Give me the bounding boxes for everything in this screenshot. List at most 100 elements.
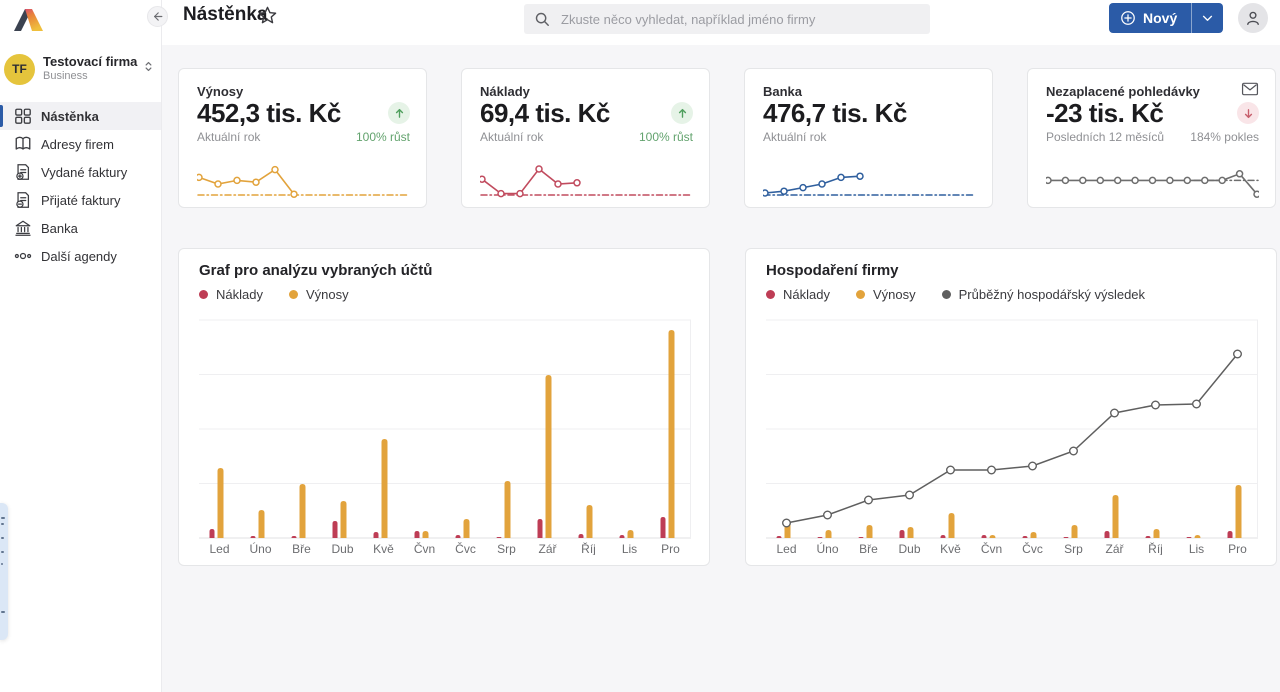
legend-dot <box>942 290 951 299</box>
invoice-in-icon <box>13 191 32 210</box>
kpi-title: Náklady <box>480 84 530 99</box>
kpi-period: Aktuální rok <box>197 130 260 144</box>
x-axis-label: Bře <box>859 542 878 555</box>
sidebar: TF Testovací firma Business NástěnkaAdre… <box>0 0 162 692</box>
kpi-title: Výnosy <box>197 84 243 99</box>
legend-item-naklady[interactable]: Náklady <box>199 287 263 302</box>
kpi-period: Aktuální rok <box>763 130 826 144</box>
kpi-card-naklady[interactable]: Náklady69,4 tis. KčAktuální rok100% růst <box>461 68 710 208</box>
new-button-dropdown[interactable] <box>1191 3 1223 33</box>
legend-item-vynosy[interactable]: Výnosy <box>289 287 349 302</box>
chart-plot: Led Úno Bře Dub Kvě Čvn Čvc Srp Zář Říj Lis Pro <box>766 315 1258 560</box>
kpi-card-banka[interactable]: Banka476,7 tis. KčAktuální rok <box>744 68 993 208</box>
legend-dot <box>856 290 865 299</box>
company-plan: Business <box>43 70 137 83</box>
x-axis-label: Dub <box>331 542 353 555</box>
user-avatar-icon[interactable] <box>1238 3 1268 33</box>
topbar: Nástěnka Nový <box>162 0 1280 45</box>
x-axis-label: Bře <box>292 542 311 555</box>
kpi-value: 69,4 tis. Kč <box>480 98 610 129</box>
x-axis-label: Dub <box>898 542 920 555</box>
bank-icon <box>13 219 32 238</box>
sidebar-item-adresy-firem[interactable]: Adresy firem <box>0 130 161 158</box>
kpi-trend: 184% pokles <box>1190 130 1259 144</box>
legend-item-prubezny-hospodarsky-vysledek[interactable]: Průběžný hospodářský výsledek <box>942 287 1145 302</box>
legend-dot <box>289 290 298 299</box>
plus-circle-icon <box>1120 10 1136 26</box>
x-axis-label: Čvc <box>455 541 476 555</box>
x-axis-label: Čvn <box>981 541 1002 555</box>
x-axis-label: Srp <box>497 542 516 555</box>
kpi-title: Nezaplacené pohledávky <box>1046 84 1200 99</box>
side-peek-panel[interactable] <box>0 503 8 640</box>
kpi-sparkline <box>763 163 976 199</box>
sidebar-item-dalsi-agendy[interactable]: Další agendy <box>0 242 161 270</box>
sidebar-menu: NástěnkaAdresy firemVydané fakturyPřijat… <box>0 102 161 270</box>
star-outline-icon[interactable] <box>258 6 277 25</box>
company-selector[interactable]: TF Testovací firma Business <box>4 50 158 88</box>
up-down-chevron-icon <box>143 60 154 78</box>
search-box <box>524 4 930 34</box>
legend-item-naklady[interactable]: Náklady <box>766 287 830 302</box>
x-axis-label: Říj <box>1148 541 1163 555</box>
chart-title: Hospodaření firmy <box>766 262 899 279</box>
page-title: Nástěnka <box>183 4 268 26</box>
chevron-down-icon <box>1202 15 1213 22</box>
envelope-icon <box>1241 82 1259 101</box>
address-book-icon <box>13 135 32 154</box>
sidebar-item-banka[interactable]: Banka <box>0 214 161 242</box>
kpi-value: 476,7 tis. Kč <box>763 98 907 129</box>
chart-plot: Led Úno Bře Dub Kvě Čvn Čvc Srp Zář Říj Lis Pro <box>199 315 691 560</box>
x-axis-label: Pro <box>1228 542 1247 555</box>
company-avatar: TF <box>4 54 35 85</box>
kpi-card-vynosy[interactable]: Výnosy452,3 tis. KčAktuální rok 100% růst <box>178 68 427 208</box>
chart-title: Graf pro analýzu vybraných účtů <box>199 262 432 279</box>
legend-item-vynosy[interactable]: Výnosy <box>856 287 916 302</box>
x-axis-label: Led <box>209 542 229 555</box>
x-axis-label: Zář <box>1106 542 1125 555</box>
new-button-label: Nový <box>1143 10 1177 26</box>
x-axis-label: Kvě <box>940 542 961 555</box>
kpi-period: Posledních 12 měsíců <box>1046 130 1164 144</box>
x-axis-label: Úno <box>249 541 271 555</box>
sidebar-item-prijate-faktury[interactable]: Přijaté faktury <box>0 186 161 214</box>
kpi-sparkline <box>1046 163 1259 199</box>
legend-dot <box>766 290 775 299</box>
x-axis-label: Říj <box>581 541 596 555</box>
trend-arrow-up-icon <box>671 102 693 124</box>
legend-dot <box>199 290 208 299</box>
x-axis-label: Kvě <box>373 542 394 555</box>
x-axis-label: Lis <box>622 542 637 555</box>
x-axis-label: Úno <box>816 541 838 555</box>
x-axis-label: Zář <box>539 542 558 555</box>
chart-card-graf-pro-analyzu-vybranych-uctu: Graf pro analýzu vybraných účtů Náklady Vý… <box>178 248 710 566</box>
chart-legend: Náklady Výnosy <box>199 287 349 302</box>
search-icon <box>534 11 550 27</box>
x-axis-label: Led <box>776 542 796 555</box>
trend-arrow-up-icon <box>388 102 410 124</box>
kpi-trend: 100% růst <box>639 130 693 144</box>
new-button[interactable]: Nový <box>1109 3 1191 33</box>
sidebar-item-vydane-faktury[interactable]: Vydané faktury <box>0 158 161 186</box>
kpi-value: 452,3 tis. Kč <box>197 98 341 129</box>
kpi-title: Banka <box>763 84 802 99</box>
more-dots-icon <box>13 247 32 266</box>
chart-legend: Náklady Výnosy Průběžný hospodářský výsled… <box>766 287 1145 302</box>
x-axis-label: Pro <box>661 542 680 555</box>
x-axis-label: Čvn <box>414 541 435 555</box>
sidebar-item-nastenka[interactable]: Nástěnka <box>0 102 161 130</box>
chart-card-hospodareni-firmy: Hospodaření firmy Náklady Výnosy Průběžný h… <box>745 248 1277 566</box>
search-input[interactable] <box>559 11 920 28</box>
kpi-sparkline <box>197 163 410 199</box>
kpi-trend: 100% růst <box>356 130 410 144</box>
dashboard-icon <box>13 107 32 126</box>
x-axis-label: Srp <box>1064 542 1083 555</box>
kpi-card-nezaplacene-pohledavky[interactable]: Nezaplacené pohledávky-23 tis. KčPosledn… <box>1027 68 1276 208</box>
app-logo-icon[interactable] <box>12 6 50 34</box>
kpi-sparkline <box>480 163 693 199</box>
company-name: Testovací firma <box>43 55 137 70</box>
collapse-sidebar-icon[interactable] <box>147 6 168 27</box>
x-axis-label: Lis <box>1189 542 1204 555</box>
x-axis-label: Čvc <box>1022 541 1043 555</box>
invoice-out-icon <box>13 163 32 182</box>
